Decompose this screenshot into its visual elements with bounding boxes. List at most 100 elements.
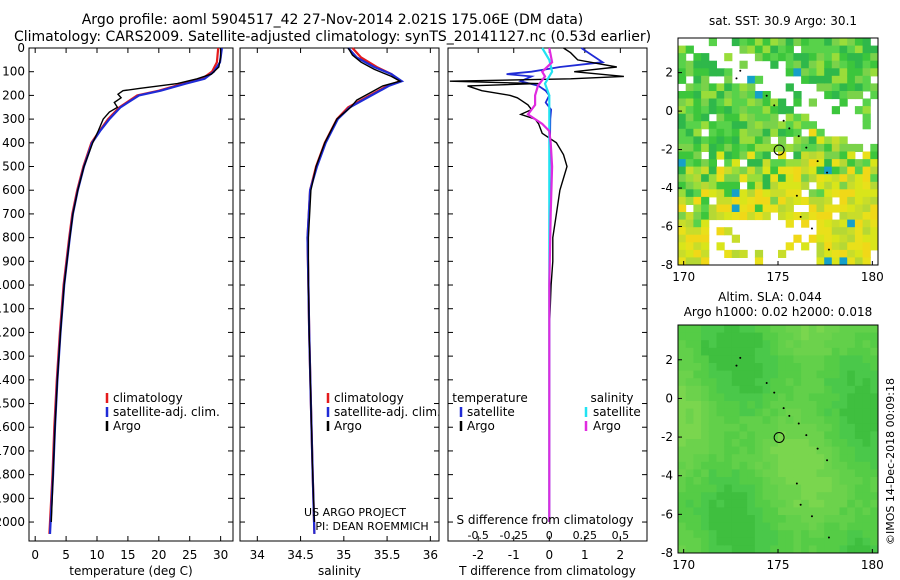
sla-map-cell xyxy=(785,545,794,554)
sst-map-cell xyxy=(778,174,787,183)
sst-map-cell xyxy=(831,68,840,77)
sst-map-cell xyxy=(754,38,764,47)
x-tick-label: 0 xyxy=(545,548,553,562)
sla-map-cell xyxy=(854,332,864,341)
sst-map-cell xyxy=(678,196,687,205)
imos-watermark: ©IMOS 14-Dec-2018 00:09:18 xyxy=(884,378,897,545)
sst-map-cell xyxy=(801,166,810,175)
sst-map-cell xyxy=(708,159,717,168)
sla-map-cell xyxy=(839,484,848,493)
sst-map-cell xyxy=(685,234,694,243)
sla-map-cell xyxy=(747,423,756,432)
sla-map-island-dot xyxy=(826,459,829,462)
sla-map-cell xyxy=(770,484,779,493)
sst-map-cell xyxy=(785,128,794,137)
sla-map-cell xyxy=(739,507,748,516)
sla-map-cell xyxy=(839,347,848,356)
sla-map-cell xyxy=(778,416,787,425)
sla-map-cell xyxy=(862,385,871,394)
sst-map-cell xyxy=(831,204,840,213)
sst-map-cell xyxy=(685,60,694,69)
sst-map-cell xyxy=(854,68,864,77)
sla-map-cell xyxy=(808,347,817,356)
sst-map-cell xyxy=(793,189,802,198)
sla-map-cell xyxy=(847,469,856,478)
sst-map-cell xyxy=(847,204,856,213)
sla-map-cell xyxy=(693,355,702,364)
sst-map-cell xyxy=(862,121,871,130)
sla-map-cell xyxy=(831,431,840,440)
sla-map-cell xyxy=(701,537,710,546)
sla-map-cell xyxy=(724,499,733,508)
sla-map-cell xyxy=(739,340,748,349)
sla-map-cell xyxy=(693,446,702,455)
sla-map-cell xyxy=(801,401,810,410)
sla-map-cell xyxy=(793,355,802,364)
sla-map-cell xyxy=(716,484,725,493)
sla-map-cell xyxy=(847,347,856,356)
sst-map-cell xyxy=(870,143,879,152)
sla-map-cell xyxy=(808,332,817,341)
sla-map-cell xyxy=(847,416,856,425)
sst-map-cell xyxy=(708,189,717,198)
sla-map-cell xyxy=(870,446,879,455)
sla-map-island-dot xyxy=(739,356,742,359)
sla-map-cell xyxy=(762,385,771,394)
sst-map-cell xyxy=(708,143,717,152)
sla-map-cell xyxy=(816,408,825,417)
sla-map-cell xyxy=(801,530,810,539)
sst-map-cell xyxy=(716,189,725,198)
sla-map-cell xyxy=(770,416,779,425)
sla-map-cell xyxy=(824,522,833,531)
sst-map-cell xyxy=(747,83,756,92)
sla-map-cell xyxy=(762,332,771,341)
sst-map-cell xyxy=(701,53,710,62)
sst-map-cell xyxy=(801,113,810,122)
sla-map-cell xyxy=(724,530,733,539)
sla-map-cell xyxy=(685,393,694,402)
sst-map-cell xyxy=(854,38,864,47)
sst-map-cell xyxy=(678,189,687,198)
sla-map-cell xyxy=(724,545,733,554)
sst-map-cell xyxy=(762,128,771,137)
sla-map-cell xyxy=(870,401,879,410)
sla-map-cell xyxy=(839,492,848,501)
sst-map-cell xyxy=(862,212,871,221)
sla-map-cell xyxy=(701,370,710,379)
sla-map-cell xyxy=(754,401,764,410)
sst-map-cell xyxy=(785,166,794,175)
sst-map-cell xyxy=(731,98,740,107)
sla-map-cell xyxy=(847,454,856,463)
sst-map-cell xyxy=(731,166,740,175)
temperature-profile-frame xyxy=(28,47,234,542)
depth-tick-label: 1200 xyxy=(0,325,25,339)
sst-map-cell xyxy=(847,143,856,152)
sla-map-cell xyxy=(747,416,756,425)
sla-map-cell xyxy=(808,484,817,493)
sla-map-cell xyxy=(854,530,864,539)
sla-map-cell xyxy=(708,370,717,379)
sla-map-cell xyxy=(831,446,840,455)
sla-map-cell xyxy=(801,347,810,356)
sst-map-cell xyxy=(716,174,725,183)
sla-map-cell xyxy=(824,340,833,349)
sla-map-cell xyxy=(808,370,817,379)
sst-map-cell xyxy=(724,181,733,190)
sla-map-cell xyxy=(724,363,733,372)
sst-map-cell xyxy=(847,75,856,84)
sst-map-island-dot xyxy=(788,127,791,130)
sla-map-cell xyxy=(693,401,702,410)
sla-map-cell xyxy=(808,469,817,478)
sst-map-cell xyxy=(831,60,840,69)
sst-map-cell xyxy=(862,249,871,258)
sla-map-cell xyxy=(854,545,864,554)
sst-map-cell xyxy=(716,227,725,236)
sla-map-cell xyxy=(870,454,879,463)
sla-map-cells xyxy=(678,325,879,554)
sla-map-cell xyxy=(747,340,756,349)
sst-map-cell xyxy=(793,166,802,175)
sst-map-cell xyxy=(785,113,794,122)
sla-map-cell xyxy=(685,332,694,341)
sla-map-cell xyxy=(724,477,733,486)
